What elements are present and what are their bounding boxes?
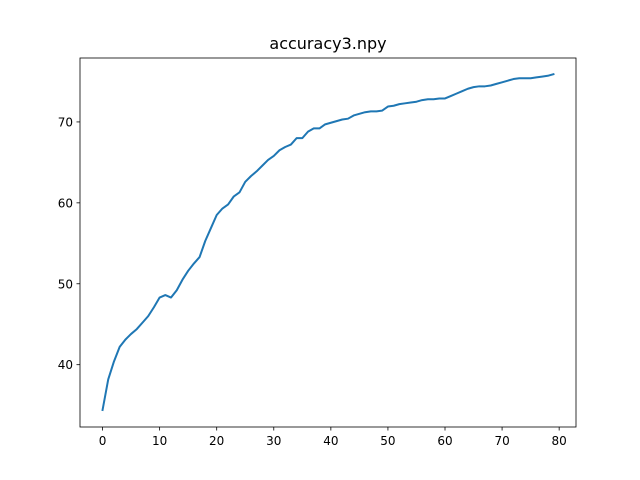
x-tick-label: 40 (323, 434, 338, 448)
plot-frame (79, 57, 577, 428)
y-tick-label: 60 (58, 196, 73, 210)
axis-ticks: 0 10 20 30 40 50 60 70 80 40 50 60 70 (58, 115, 567, 448)
x-tick-label: 60 (437, 434, 452, 448)
y-tick-label: 70 (58, 115, 73, 129)
x-tick-label: 20 (209, 434, 224, 448)
plot-area (80, 58, 576, 427)
x-tick-label: 0 (99, 434, 107, 448)
chart-title: accuracy3.npy (269, 34, 386, 53)
y-tick-label: 40 (58, 358, 73, 372)
y-tick-label: 50 (58, 277, 73, 291)
x-tick-label: 80 (552, 434, 567, 448)
x-tick-label: 10 (152, 434, 167, 448)
x-tick-label: 50 (380, 434, 395, 448)
series-line (101, 72, 555, 412)
x-tick-label: 70 (494, 434, 509, 448)
x-tick-label: 30 (266, 434, 281, 448)
